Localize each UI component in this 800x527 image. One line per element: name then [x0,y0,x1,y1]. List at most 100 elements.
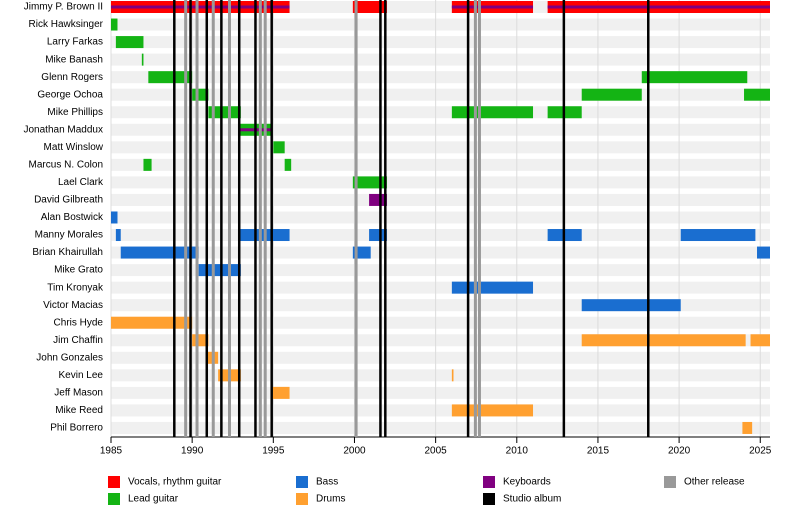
row-band [111,71,770,84]
member-bar [143,158,152,171]
member-name: Chris Hyde [54,317,104,328]
member-bar [352,1,387,13]
member-bar [680,229,756,242]
member-name: George Ochoa [37,89,103,100]
member-bar [451,404,534,417]
member-name: Mike Phillips [47,107,103,118]
x-tick-label: 2005 [425,446,448,457]
legend-label: Bass [316,477,338,488]
x-tick-label: 2000 [343,446,366,457]
member-bar [111,316,193,329]
member-bar [369,193,387,206]
row-band [111,141,770,154]
member-bar [352,176,387,189]
legend-swatch [483,493,495,505]
legend-label: Vocals, rhythm guitar [128,477,222,488]
secondary-role-stripe [111,5,290,9]
legend-label: Other release [684,477,745,488]
member-bar [641,71,748,84]
member-name: Alan Bostwick [41,212,104,223]
member-name: Rick Hawksinger [29,19,104,30]
member-name: Jeff Mason [54,388,103,399]
member-name: Jonathan Maddux [23,124,103,135]
row-band [111,106,770,119]
row-band [111,281,770,294]
member-bar [284,158,292,171]
member-name: Mike Banash [45,54,103,65]
member-name: Phil Borrero [50,423,103,434]
member-bar [115,36,144,49]
row-band [111,369,770,382]
legend-label: Studio album [503,494,561,505]
row-band [111,421,770,434]
legend-swatch [296,476,308,488]
member-bar [744,88,770,101]
member-name: Brian Khairullah [32,247,103,258]
x-tick-label: 1990 [181,446,204,457]
row-band [111,211,770,224]
row-band [111,351,770,364]
row-band [111,88,770,101]
legend-swatch [108,476,120,488]
member-name: Jimmy P. Brown II [24,2,103,13]
row-band [111,123,770,136]
x-tick-label: 1985 [100,446,123,457]
member-bar [115,229,121,242]
legend-swatch [664,476,676,488]
member-bar [208,106,241,119]
member-bar [750,334,770,347]
row-band [111,193,770,206]
member-bar [451,369,454,382]
row-band [111,158,770,171]
member-bar [757,246,770,259]
row-band [111,316,770,329]
x-tick-label: 2015 [587,446,610,457]
row-band [111,404,770,417]
x-tick-label: 2025 [749,446,772,457]
member-name: John Gonzales [36,352,103,363]
row-band [111,386,770,399]
member-name: Victor Macias [43,300,103,311]
secondary-role-stripe [547,5,770,9]
row-band [111,246,770,259]
row-band [111,176,770,189]
x-tick-label: 1995 [262,446,285,457]
member-name: Lael Clark [58,177,104,188]
member-bar [581,299,681,312]
legend-swatch [108,493,120,505]
legend-swatch [296,493,308,505]
x-tick-label: 2020 [668,446,691,457]
member-bar [271,386,290,399]
member-name: Manny Morales [35,230,103,241]
member-name: Matt Winslow [44,142,104,153]
row-band [111,18,770,31]
row-band [111,264,770,277]
member-name: Tim Kronyak [47,282,104,293]
row-band [111,36,770,49]
legend-label: Drums [316,494,345,505]
member-name: Kevin Lee [59,370,104,381]
member-bar [120,246,199,259]
legend-label: Lead guitar [128,494,179,505]
row-band [111,53,770,66]
member-bar [451,281,534,294]
member-bar [581,88,642,101]
member-bar [581,334,746,347]
member-bar [742,421,753,434]
member-name: Mike Reed [55,405,103,416]
x-tick-label: 2010 [506,446,529,457]
row-band [111,229,770,242]
member-bar [111,211,118,224]
member-name: Jim Chaffin [53,335,103,346]
member-bar [273,141,285,154]
legend-label: Keyboards [503,477,551,488]
legend-swatch [483,476,495,488]
secondary-role-stripe [451,5,534,9]
member-name: Marcus N. Colon [29,160,103,171]
member-name: Glenn Rogers [41,72,103,83]
member-bar [148,71,193,84]
member-name: Mike Grato [54,265,103,276]
member-bar [369,229,387,242]
member-name: Larry Farkas [47,37,103,48]
